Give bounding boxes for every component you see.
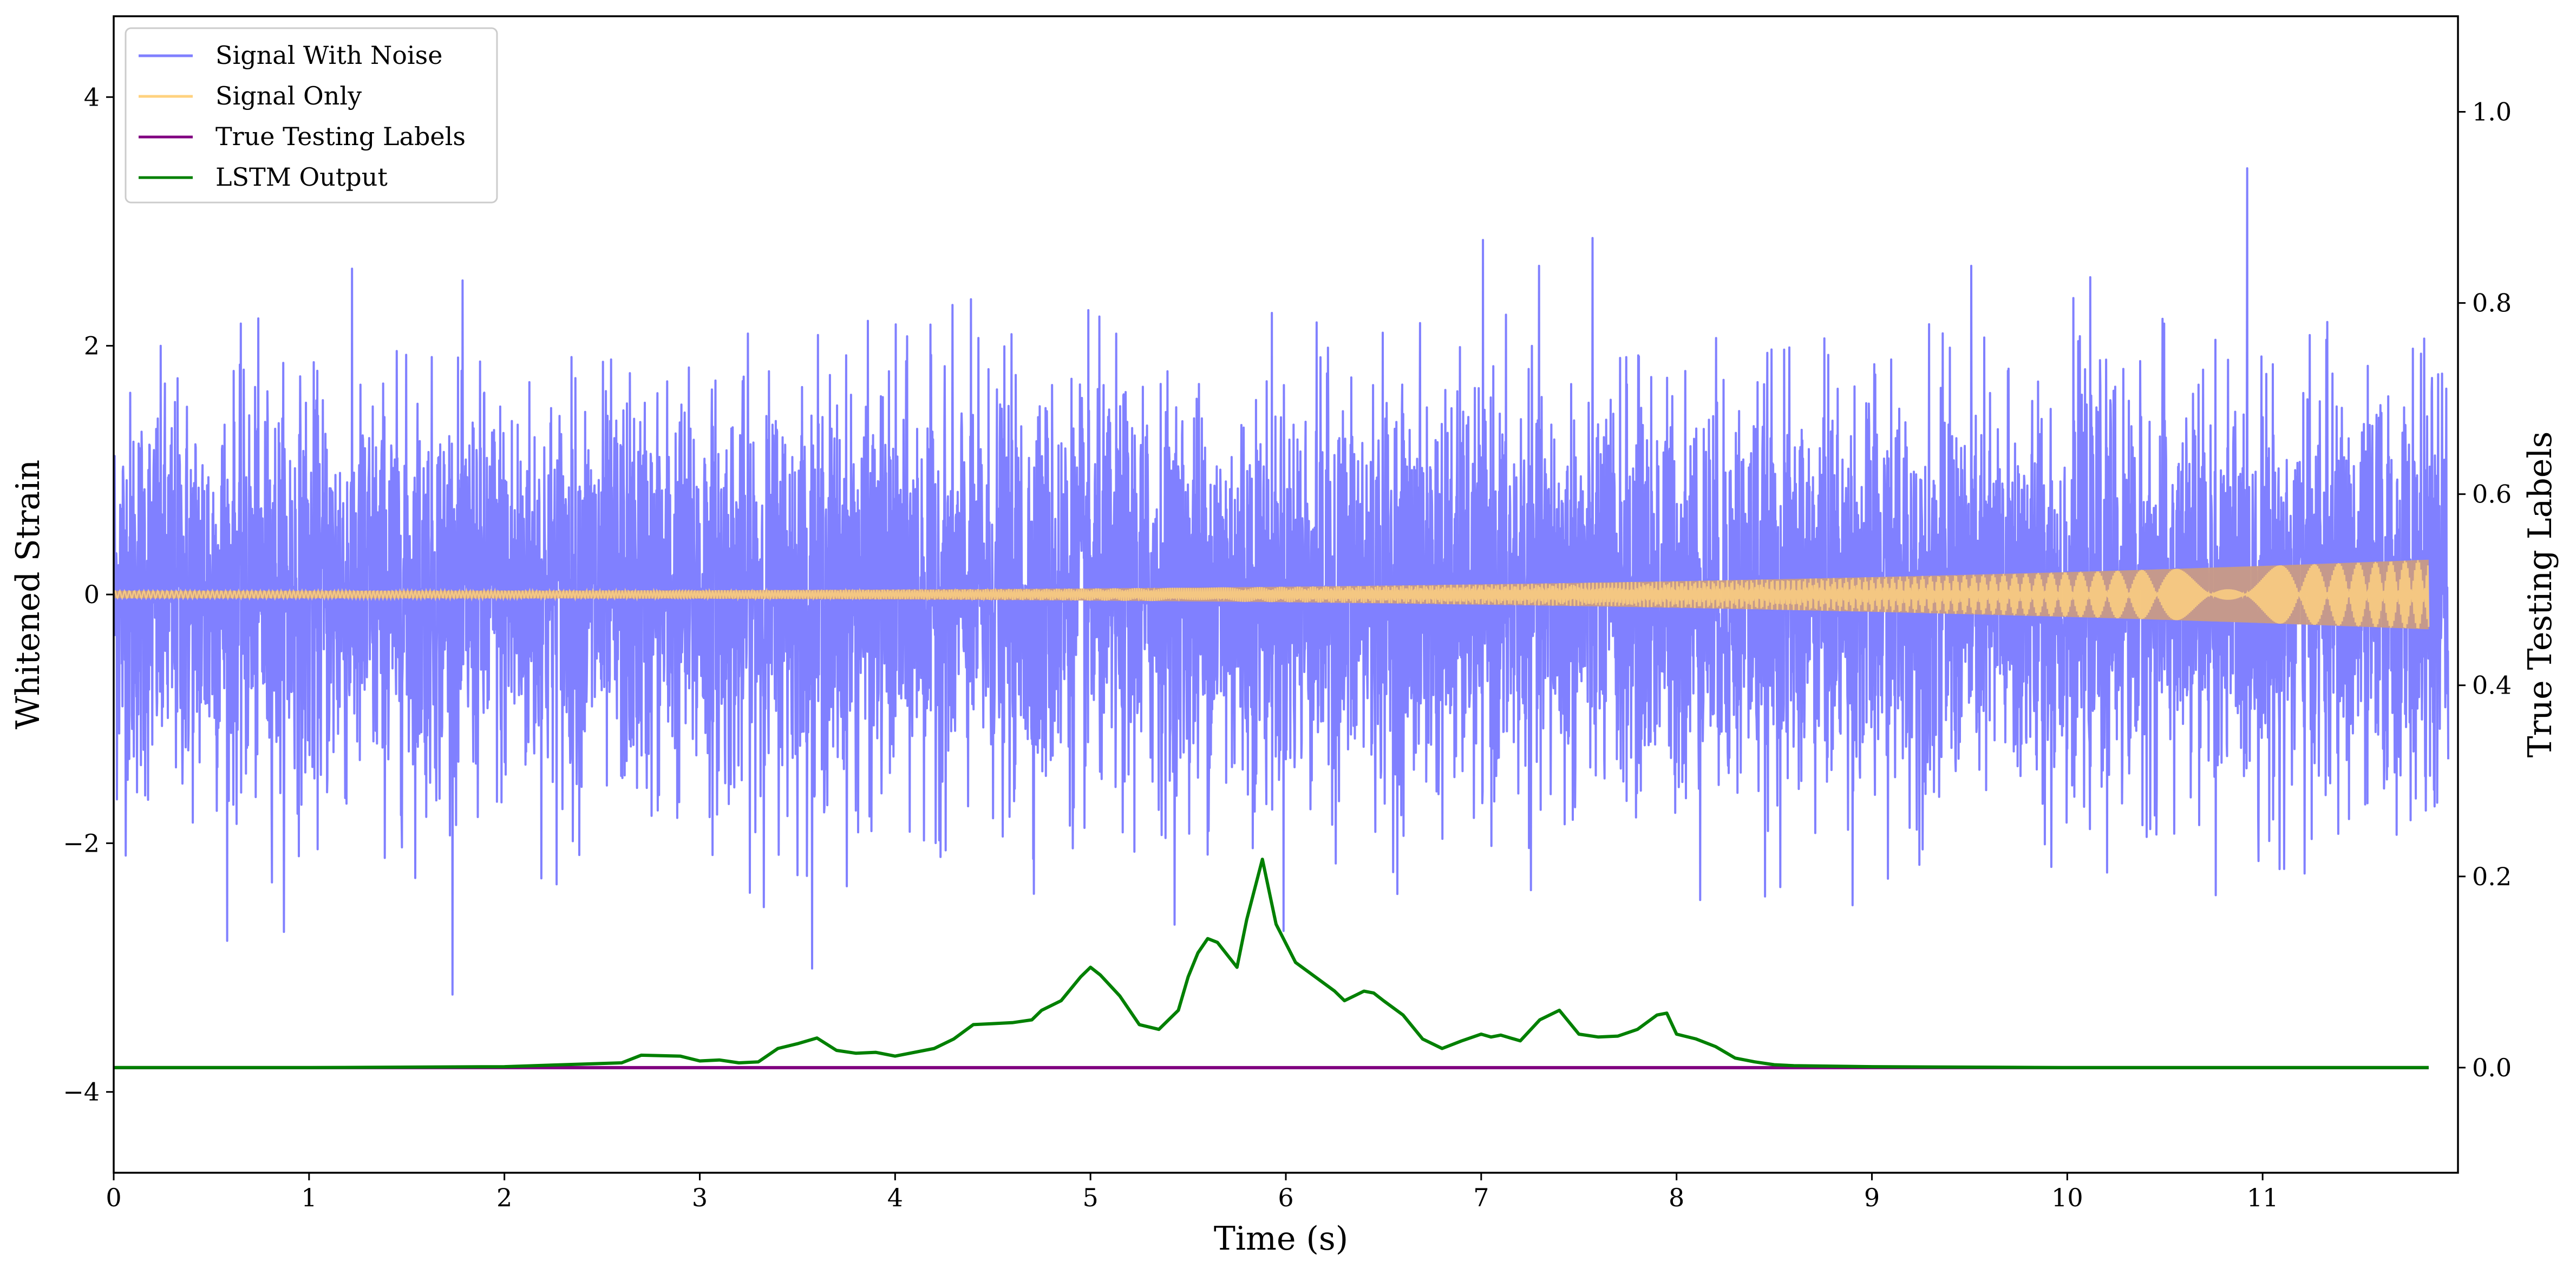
- x-axis-title: Time (s): [1214, 1220, 1348, 1258]
- x-tick-label: 2: [496, 1183, 512, 1212]
- y-tick-label: 2: [84, 331, 100, 361]
- y2-axis-title: True Testing Labels: [2521, 432, 2559, 758]
- y2-tick-label: 0.0: [2472, 1053, 2512, 1082]
- x-tick-label: 9: [1864, 1183, 1880, 1212]
- x-tick-label: 0: [106, 1183, 121, 1212]
- x-tick-label: 7: [1473, 1183, 1489, 1212]
- legend-label-signal-with-noise: Signal With Noise: [215, 41, 442, 70]
- series-line-signal-with-noise: [114, 167, 2449, 996]
- y2-tick-label: 0.2: [2472, 862, 2512, 891]
- y2-tick-label: 1.0: [2472, 97, 2512, 127]
- legend-label-signal-only: Signal Only: [215, 81, 362, 110]
- x-tick-label: 11: [2247, 1183, 2279, 1212]
- legend: Signal With Noise Signal Only True Testi…: [125, 27, 498, 204]
- series-line-lstm-output: [114, 858, 2429, 1069]
- x-tick-label: 5: [1083, 1183, 1099, 1212]
- series-line-signal-only: [114, 560, 2430, 629]
- y-tick-label: −4: [63, 1077, 100, 1107]
- y-axis-title: Whitened Strain: [9, 460, 47, 729]
- y-tick-label: −2: [63, 828, 100, 858]
- y-tick-label: 0: [84, 580, 100, 609]
- x-tick-label: 1: [301, 1183, 317, 1212]
- y2-tick-label: 0.8: [2472, 289, 2512, 318]
- x-tick-label: 10: [2051, 1183, 2083, 1212]
- legend-label-lstm-output: LSTM Output: [215, 162, 388, 192]
- y2-tick-label: 0.6: [2472, 480, 2512, 509]
- x-tick-label: 4: [887, 1183, 903, 1212]
- x-tick-label: 8: [1669, 1183, 1684, 1212]
- y2-tick-label: 0.4: [2472, 671, 2512, 700]
- y-tick-label: 4: [84, 82, 100, 112]
- x-tick-label: 3: [692, 1183, 708, 1212]
- x-tick-label: 6: [1278, 1183, 1293, 1212]
- legend-label-true-testing-labels: True Testing Labels: [215, 122, 466, 151]
- legend-box: [125, 27, 498, 204]
